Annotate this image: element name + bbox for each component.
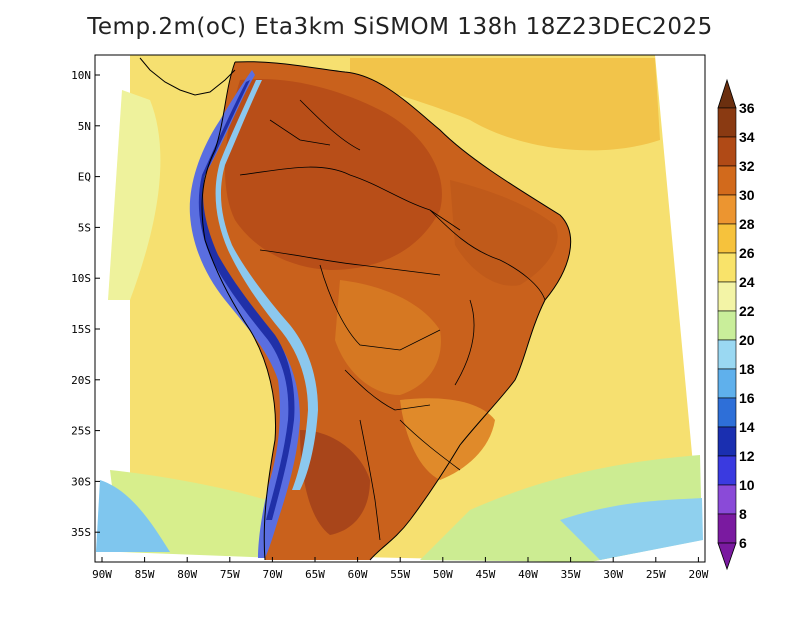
lon-tick-label: 75W: [220, 568, 240, 581]
lat-tick-label: 5S: [78, 221, 91, 234]
andes-cold-core: [198, 80, 295, 520]
colorbar-label: 20: [739, 332, 755, 348]
longitude-axis: 90W 85W 80W 75W 70W 65W 60W 55W 50W 45W 40W 35W 30W 2…: [92, 557, 709, 581]
colorbar-segment: [717, 484, 737, 515]
lon-tick-label: 70W: [262, 568, 282, 581]
lon-tick-label: 55W: [390, 568, 410, 581]
colorbar-label: 10: [739, 477, 755, 493]
lat-tick-label: EQ: [78, 171, 91, 184]
lon-tick-label: 60W: [348, 568, 368, 581]
colorbar-label: 36: [739, 100, 755, 116]
andes-cold-strip: [189, 70, 300, 558]
northeast-hot-region: [450, 180, 558, 286]
colorbar-segment: [717, 223, 737, 254]
colorbar-segment: [717, 136, 737, 167]
ocean-cool-southwest: [96, 480, 170, 552]
colorbar-label: 6: [739, 535, 747, 551]
colorbar-segment: [717, 455, 737, 486]
map-panel: [95, 55, 705, 562]
colorbar-segment: [717, 310, 737, 341]
colorbar-label: 22: [739, 303, 755, 319]
center-west-warm-region: [335, 280, 441, 395]
colorbar-label: 12: [739, 448, 755, 464]
lon-tick-label: 50W: [433, 568, 453, 581]
ocean-cool-se2: [560, 498, 703, 560]
colorbar-label: 26: [739, 245, 755, 261]
lat-tick-label: 10S: [71, 272, 91, 285]
colorbar-label: 16: [739, 390, 755, 406]
colorbar-segment: [717, 339, 737, 370]
colorbar-top-arrow: [717, 78, 737, 109]
central-america-coast: [139, 57, 236, 96]
colorbar-segment: [717, 252, 737, 283]
colorbar-bottom-arrow: [717, 542, 737, 571]
southeast-warm-region: [400, 398, 495, 480]
colorbar-segment: [717, 194, 737, 225]
lon-tick-label: 40W: [518, 568, 538, 581]
colorbar: 36 34 32 30 28 26 24 22 20 18 16 14 12 10 8 6: [717, 78, 755, 571]
colorbar-label: 32: [739, 158, 755, 174]
country-borders: [201, 61, 572, 561]
lon-tick-label: 45W: [475, 568, 495, 581]
lon-tick-label: 90W: [92, 568, 112, 581]
lat-tick-label: 5N: [78, 120, 91, 133]
amazon-hot-region: [224, 79, 442, 270]
ocean-pale-pacific: [108, 90, 161, 300]
colorbar-segment: [717, 107, 737, 138]
colorbar-segment: [717, 513, 737, 544]
lon-tick-label: 25W: [646, 568, 666, 581]
colorbar-segment: [717, 397, 737, 428]
colorbar-label: 14: [739, 419, 755, 435]
latitude-axis: 10N 5N EQ 5S 10S 15S 20S 25S 30S 35S: [71, 69, 100, 539]
lat-tick-label: 15S: [71, 323, 91, 336]
southern-hot-region: [300, 430, 370, 535]
colorbar-label: 30: [739, 187, 755, 203]
lon-tick-label: 65W: [305, 568, 325, 581]
lat-tick-label: 35S: [71, 526, 91, 539]
map-title: Temp.2m(oC) Eta3km SiSMOM 138h 18Z23DEC2…: [87, 14, 713, 40]
colorbar-label: 24: [739, 274, 755, 290]
ocean-warm-north: [350, 58, 660, 151]
colorbar-segment: [717, 368, 737, 399]
colorbar-label: 34: [739, 129, 755, 145]
lon-tick-label: 80W: [177, 568, 197, 581]
lat-tick-label: 20S: [71, 374, 91, 387]
lon-tick-label: 85W: [135, 568, 155, 581]
colorbar-label: 8: [739, 506, 747, 522]
colorbar-segment: [717, 426, 737, 457]
colorbar-segment: [717, 165, 737, 196]
lon-tick-label: 20W: [688, 568, 708, 581]
lat-tick-label: 25S: [71, 425, 91, 438]
lat-tick-label: 30S: [71, 475, 91, 488]
colorbar-label: 28: [739, 216, 755, 232]
lon-tick-label: 30W: [603, 568, 623, 581]
andes-cool-fringe: [215, 80, 318, 490]
colorbar-label: 18: [739, 361, 755, 377]
lat-tick-label: 10N: [71, 69, 91, 82]
colorbar-segment: [717, 281, 737, 312]
lon-tick-label: 35W: [561, 568, 581, 581]
